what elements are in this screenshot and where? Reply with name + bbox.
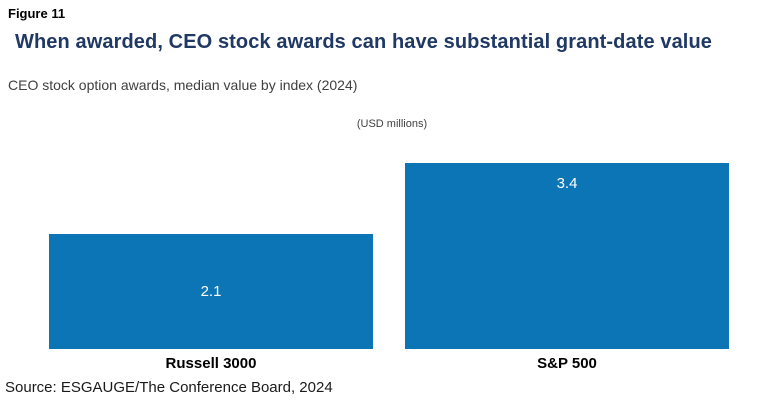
category-label-russell-3000: Russell 3000 [165,355,257,372]
bar-chart: 2.1 Russell 3000 3.4 S&P 500 [33,163,745,375]
chart-title: When awarded, CEO stock awards can have … [15,31,713,53]
source-note: Source: ESGAUGE/The Conference Board, 20… [5,379,333,396]
chart-subtitle: CEO stock option awards, median value by… [8,77,358,93]
figure-label: Figure 11 [8,6,66,21]
bar-russell-3000: 2.1 [49,234,373,349]
plot-area: 2.1 [33,163,389,349]
units-note: (USD millions) [356,118,428,130]
plot-area: 3.4 [389,163,745,349]
bar-column-sp-500: 3.4 S&P 500 [389,163,745,375]
value-label-russell-3000: 2.1 [200,283,222,300]
category-label-sp-500: S&P 500 [537,355,597,372]
bar-sp-500: 3.4 [405,163,729,349]
bar-column-russell-3000: 2.1 Russell 3000 [33,163,389,375]
value-label-sp-500: 3.4 [556,175,578,192]
